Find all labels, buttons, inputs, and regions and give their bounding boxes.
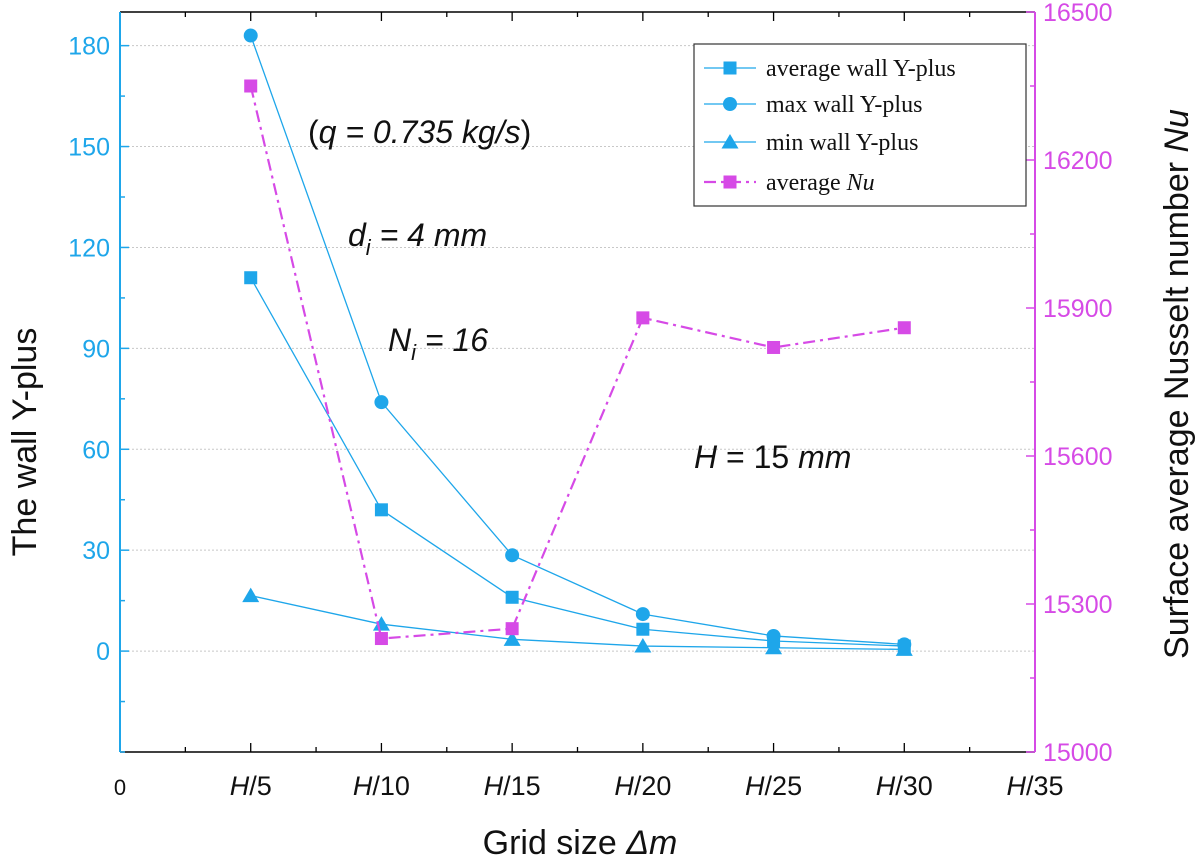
legend-marker-1 [723, 97, 737, 111]
data-point-series-3 [374, 632, 388, 646]
series-line-2 [250, 594, 905, 651]
y-tick-label-right: 15900 [1043, 295, 1113, 323]
legend-label-min-y-plus: min wall Y-plus [766, 130, 918, 156]
data-point-series-3 [767, 340, 781, 354]
data-point-series-0 [244, 271, 258, 285]
data-point-series-2 [765, 639, 783, 655]
legend-marker-2 [721, 134, 739, 149]
y-axis-right-title: Surface average Nusselt number Nu [1158, 109, 1196, 659]
x-tick-label: H/35 [1006, 771, 1063, 801]
y-axis-right: 15000 15300 15600 15900 16200 16500 [1026, 0, 1113, 767]
y-tick-label-right: 15600 [1043, 443, 1113, 471]
x-tick-label: H/5 [230, 771, 272, 801]
data-point-series-3 [244, 79, 258, 93]
y-tick-label-left: 90 [82, 335, 110, 363]
data-point-series-2 [503, 631, 521, 646]
series-line-1 [250, 35, 905, 646]
y-tick-label-left: 30 [82, 537, 110, 565]
y-axis-left: 0 30 60 90 120 150 180 [68, 12, 129, 753]
x-tick-label: H/30 [876, 771, 933, 801]
legend-box [693, 43, 1027, 207]
legend-label-average-nu: average Nu [766, 170, 875, 196]
annotation-flow-rate: (q = 0.735 kg/s) [308, 114, 531, 150]
series-line-3 [249, 85, 905, 640]
data-point-series-0 [374, 503, 388, 517]
x-tick-label: H/15 [484, 771, 541, 801]
annotation-diameter: di = 4 mm [348, 217, 487, 260]
y-axis-left-title: The wall Y-plus [6, 328, 44, 557]
data-point-series-0 [636, 622, 650, 636]
y-tick-label-right: 15000 [1043, 739, 1113, 767]
data-point-series-2 [372, 616, 390, 631]
legend-label-average-y-plus: average wall Y-plus [766, 56, 956, 82]
data-point-series-1 [505, 548, 520, 563]
legend-label-max-y-plus: max wall Y-plus [766, 92, 922, 118]
x-tick-label: H/25 [745, 771, 802, 801]
legend-marker-0 [723, 61, 737, 75]
x-tick-label: H/10 [353, 771, 410, 801]
data-point-series-1 [635, 607, 650, 622]
annotation-count: Ni = 16 [388, 322, 488, 365]
y-tick-label-left: 0 [96, 638, 110, 666]
x-axis: 0 H/5 H/10 H/15 H/20 H/25 H/30 H/35 [114, 11, 1064, 801]
data-point-series-3 [505, 622, 519, 636]
data-point-series-2 [895, 641, 913, 656]
data-point-series-1 [243, 28, 258, 43]
data-point-series-2 [242, 587, 260, 603]
x-axis-title: Grid size Δm [483, 824, 678, 860]
grid-lines [120, 45, 1035, 652]
plot-series [242, 28, 913, 656]
y-tick-label-right: 16500 [1043, 0, 1113, 27]
annotation-height: H = 15 mm [694, 439, 851, 475]
data-point-series-3 [897, 321, 911, 335]
y-tick-label-left: 60 [82, 436, 110, 464]
x-tick-label: 0 [114, 775, 126, 800]
y-tick-label-right: 16200 [1043, 147, 1113, 175]
data-point-series-1 [374, 395, 389, 410]
legend: average wall Y-plus max wall Y-plus min … [693, 43, 1027, 207]
legend-marker-3 [723, 175, 737, 189]
data-point-series-0 [505, 590, 519, 604]
y-tick-label-right: 15300 [1043, 591, 1113, 619]
data-point-series-3 [636, 311, 650, 325]
series-line-0 [250, 277, 905, 647]
y-tick-label-left: 120 [68, 234, 110, 262]
x-tick-label: H/20 [614, 771, 671, 801]
legend-marks [704, 61, 756, 189]
y-tick-label-left: 150 [68, 134, 110, 162]
data-point-series-1 [766, 628, 781, 643]
y-tick-label-left: 180 [68, 33, 110, 61]
data-point-series-2 [634, 638, 652, 653]
